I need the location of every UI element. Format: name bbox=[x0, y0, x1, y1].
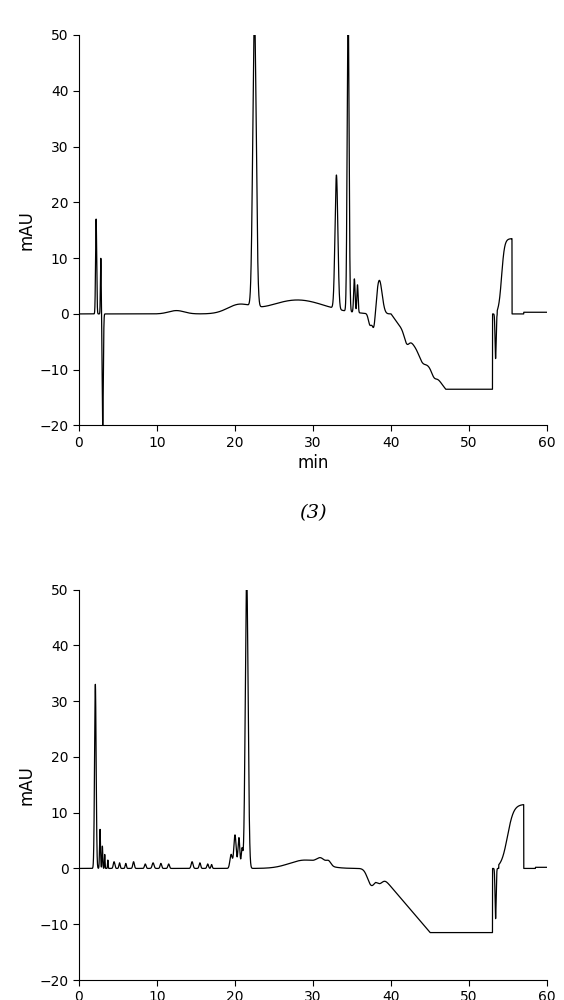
X-axis label: min: min bbox=[297, 454, 329, 472]
Y-axis label: mAU: mAU bbox=[17, 765, 35, 805]
Text: (3): (3) bbox=[299, 504, 327, 522]
Y-axis label: mAU: mAU bbox=[17, 210, 35, 250]
